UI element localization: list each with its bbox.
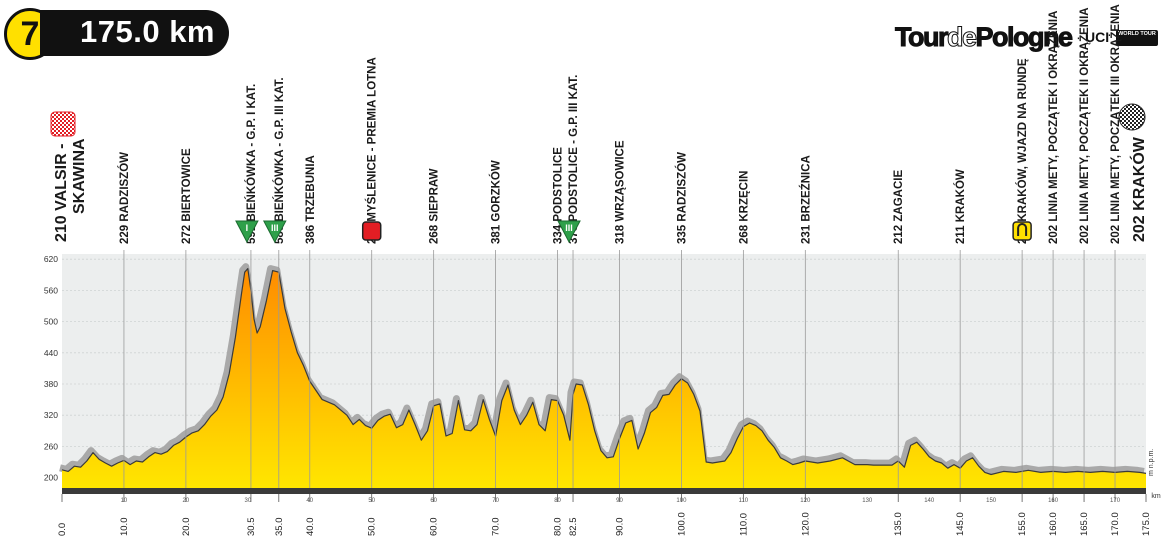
km-strip xyxy=(62,488,1146,494)
x-tick-label: 170.0 xyxy=(1110,512,1121,536)
mountain-prize-icon xyxy=(262,220,287,244)
circuit-loop-glyph xyxy=(1017,223,1028,236)
marker-label-line2: SKAWINA xyxy=(71,138,88,214)
marker-label: 211 KRAKÓW xyxy=(954,169,967,244)
sprint-icon xyxy=(361,221,382,241)
marker-label: 212 ZAGACIE xyxy=(893,170,905,244)
mountain-prize-category: I xyxy=(246,223,249,233)
x-tick-label: 80.0 xyxy=(553,518,564,537)
logo-word-pologne: Pologne xyxy=(975,22,1074,53)
marker-label: 591 BIEŃKÓWKA - G.P. I KAT. xyxy=(245,84,258,244)
mountain-prize-icon xyxy=(557,220,581,244)
x-tick-label: 82.5 xyxy=(568,518,579,537)
x-tick-label: 120.0 xyxy=(800,512,811,536)
profile-line xyxy=(61,268,1147,476)
stage-distance-pill xyxy=(40,10,229,56)
x-tick-label: 10.0 xyxy=(119,518,130,537)
y-tick-label: 560 xyxy=(44,285,58,295)
x-tick-label: 90.0 xyxy=(614,518,625,537)
mountain-prize-icon xyxy=(235,220,259,244)
marker-label: 202 LINIA METY, POCZĄTEK I OKRĄŻENIA xyxy=(1047,11,1060,244)
marker-label: 231 BRZEŹNICA xyxy=(799,155,812,244)
y-unit-label: m n.p.m. xyxy=(1148,449,1155,476)
km-strip-label: 140 xyxy=(924,498,935,504)
marker-label: 335 RADZISZÓW xyxy=(675,152,688,244)
mountain-prize-category: III xyxy=(565,223,573,233)
marker-label: 268 SIEPRAW xyxy=(429,168,441,244)
profile-area xyxy=(62,268,1146,488)
start-flag-icon xyxy=(50,111,76,137)
marker-label: 229 RADZISZÓW xyxy=(118,152,131,244)
logo-wordmark: TourdePologne xyxy=(895,22,1074,53)
finish-flag-icon xyxy=(1118,103,1146,131)
y-tick-label: 440 xyxy=(44,348,58,358)
marker-label: 268 KRZĘCIN xyxy=(738,171,750,245)
x-tick-label: 40.0 xyxy=(305,518,316,537)
x-tick-label: 165.0 xyxy=(1079,512,1090,536)
x-tick-label: 60.0 xyxy=(429,518,440,537)
mountain-prize-category: III xyxy=(271,223,279,233)
y-tick-label: 260 xyxy=(44,441,58,451)
x-tick-label: 0.0 xyxy=(57,523,68,536)
logo-word-tour: Tour xyxy=(895,22,949,53)
stage-distance: 175.0 km xyxy=(80,14,215,49)
x-tick-label: 20.0 xyxy=(181,518,192,537)
x-unit-label: km xyxy=(1151,493,1161,500)
marker-label: 381 GORZKÓW xyxy=(490,160,503,244)
y-tick-label: 380 xyxy=(44,379,58,389)
y-tick-label: 320 xyxy=(44,410,58,420)
world-tour-badge: WORLD TOUR xyxy=(1116,30,1158,46)
marker-label: 580 BIEŃKÓWKA - G.P. III KAT. xyxy=(273,77,286,244)
x-tick-label: 100.0 xyxy=(676,512,687,536)
marker-label: 202 LINIA METY, POCZĄTEK III OKRĄŻENIA xyxy=(1109,4,1122,244)
marker-label: 272 BIERTOWICE xyxy=(181,148,193,244)
marker-label: 210 VALSIR - xyxy=(53,144,70,242)
km-strip-label: 150 xyxy=(986,498,997,504)
marker-label: 318 WRZĄSOWICE xyxy=(614,140,626,244)
x-tick-label: 145.0 xyxy=(955,512,966,536)
x-tick-label: 155.0 xyxy=(1017,512,1028,536)
y-tick-label: 620 xyxy=(44,254,58,264)
x-tick-label: 30.5 xyxy=(246,518,257,537)
x-tick-label: 175.0 xyxy=(1141,512,1152,536)
km-strip-label: 130 xyxy=(862,498,873,504)
marker-label: 293 MYŚLENICE - PREMIA LOTNA xyxy=(366,57,379,244)
x-tick-label: 35.0 xyxy=(274,518,285,537)
marker-label: 386 TRZEBUNIA xyxy=(305,155,317,244)
x-tick-label: 135.0 xyxy=(893,512,904,536)
x-tick-label: 70.0 xyxy=(491,518,502,537)
y-tick-label: 500 xyxy=(44,317,58,327)
km-strip-label: 30 xyxy=(244,498,251,504)
marker-label: 334 PODSTOLICE xyxy=(553,147,565,244)
marker-label: 202 LINIA METY, POCZĄTEK II OKRĄŻENIA xyxy=(1078,7,1091,244)
x-tick-label: 50.0 xyxy=(367,518,378,537)
marker-label: 202 KRAKÓW xyxy=(1129,136,1148,242)
uci-logo: UCI xyxy=(1085,29,1110,45)
tour-de-pologne-logo: TourdePologne UCI WORLD TOUR xyxy=(895,22,1159,58)
y-tick-label: 200 xyxy=(44,473,58,483)
x-tick-label: 110.0 xyxy=(738,513,749,536)
marker-label: 378 PODSTOLICE - G.P. III KAT. xyxy=(568,75,580,244)
logo-word-de: de xyxy=(946,22,977,53)
marker-label: 204 KRAKÓW, WJAZD NA RUNDĘ xyxy=(1016,58,1029,244)
x-tick-label: 160.0 xyxy=(1048,512,1059,536)
